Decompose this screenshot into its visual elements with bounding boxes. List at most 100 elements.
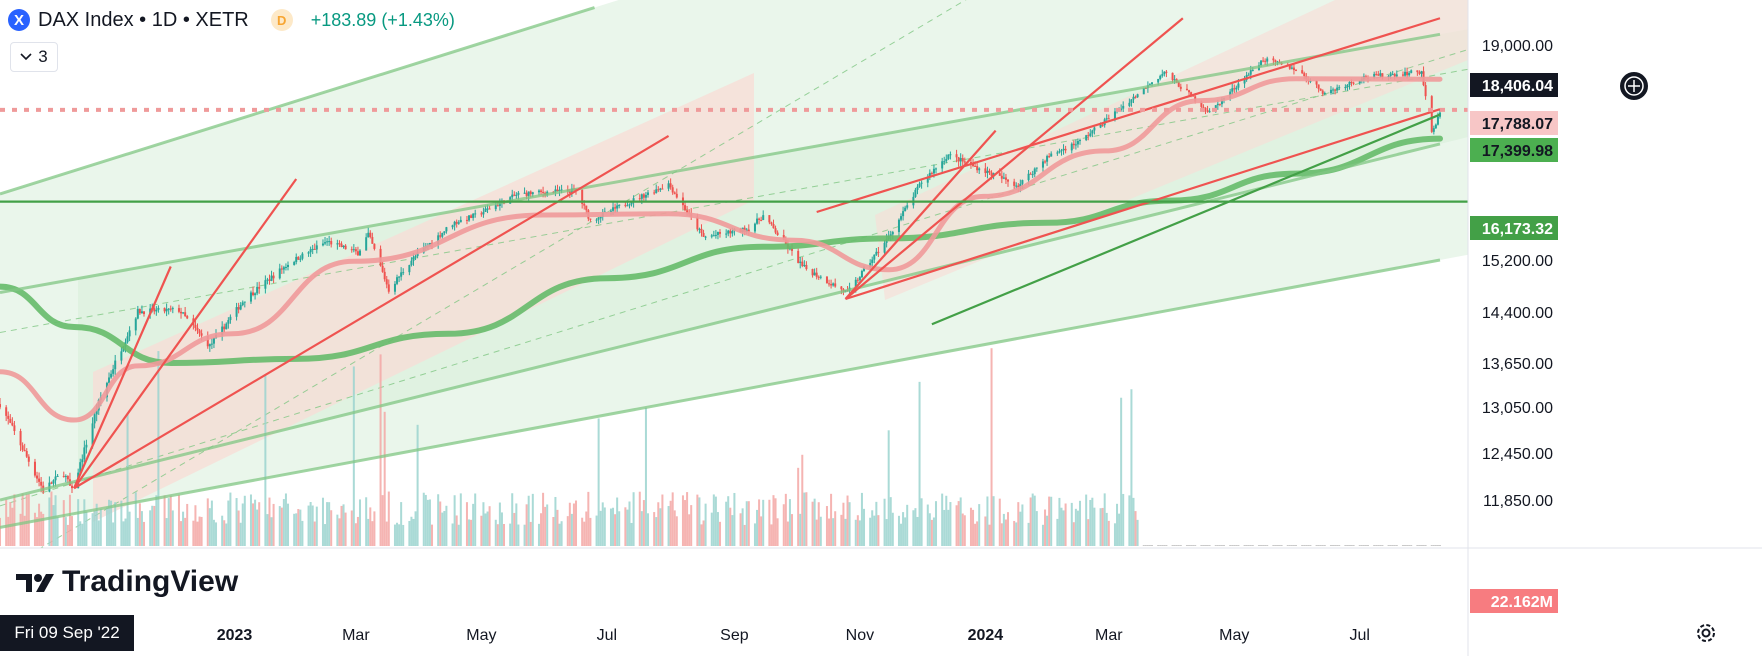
symbol-title[interactable]: DAX Index • 1D • XETR bbox=[38, 8, 249, 31]
volume-bar bbox=[70, 516, 74, 546]
volume-bar bbox=[805, 492, 808, 546]
candle-body bbox=[200, 333, 203, 336]
volume-bar bbox=[459, 493, 462, 546]
candle-body bbox=[972, 163, 975, 166]
tradingview-logo[interactable]: TradingView bbox=[14, 565, 238, 599]
tradingview-logo-text: TradingView bbox=[62, 565, 239, 598]
volume-bar bbox=[1260, 545, 1263, 546]
volume-bar bbox=[731, 515, 734, 546]
candle-body bbox=[1274, 60, 1277, 62]
y-tick-label: 13,050.00 bbox=[1482, 400, 1553, 417]
candle-body bbox=[381, 265, 384, 272]
volume-bar bbox=[655, 517, 658, 546]
volume-bar bbox=[587, 491, 590, 546]
volume-bar bbox=[426, 499, 429, 546]
volume-bar bbox=[883, 498, 886, 546]
volume-bar bbox=[681, 495, 684, 546]
candle-body bbox=[883, 242, 886, 253]
candle-body bbox=[805, 264, 808, 270]
candle-body bbox=[350, 249, 353, 251]
volume-bar bbox=[1120, 397, 1123, 546]
volume-bar bbox=[52, 505, 55, 546]
price-axis-label: 22.162M bbox=[1491, 594, 1553, 611]
x-tick-label: Mar bbox=[1095, 627, 1123, 644]
volume-bar bbox=[177, 494, 180, 546]
candle-body bbox=[770, 222, 773, 225]
candle-body bbox=[21, 445, 24, 450]
candle-body bbox=[1136, 94, 1139, 98]
candle-body bbox=[393, 283, 396, 292]
volume-bar bbox=[661, 494, 664, 546]
candle-body bbox=[223, 326, 226, 330]
candle-body bbox=[523, 192, 526, 194]
volume-bar bbox=[1389, 545, 1392, 546]
volume-bar bbox=[828, 518, 831, 546]
volume-bar bbox=[373, 511, 376, 546]
candle-body bbox=[1062, 148, 1065, 151]
candle-body bbox=[1348, 81, 1351, 85]
volume-bar bbox=[1130, 389, 1133, 546]
candle-body bbox=[704, 236, 707, 238]
chevron-down-icon bbox=[20, 53, 32, 61]
volume-bar bbox=[1364, 545, 1367, 546]
volume-bar bbox=[328, 502, 331, 546]
volume-bar bbox=[451, 523, 454, 546]
candle-body bbox=[618, 204, 621, 206]
chart-settings-gear-icon[interactable] bbox=[1694, 621, 1718, 645]
candle-body bbox=[762, 215, 765, 220]
candle-body bbox=[410, 260, 413, 266]
volume-bar bbox=[356, 516, 359, 546]
candle-body bbox=[1401, 74, 1404, 76]
volume-bar bbox=[941, 493, 944, 546]
candle-body bbox=[753, 223, 756, 232]
volume-bar bbox=[1288, 545, 1291, 546]
candle-body bbox=[531, 192, 534, 195]
candle-body bbox=[1206, 109, 1209, 112]
candle-body bbox=[373, 243, 376, 249]
candle-body bbox=[1163, 71, 1166, 75]
volume-bar bbox=[424, 494, 427, 546]
candle-body bbox=[208, 344, 211, 347]
candle-body bbox=[1050, 153, 1053, 157]
volume-bar bbox=[1387, 545, 1390, 546]
volume-bar bbox=[155, 495, 158, 546]
volume-bar bbox=[157, 351, 160, 546]
volume-bar bbox=[496, 524, 499, 546]
volume-bar bbox=[1159, 545, 1162, 546]
volume-bar bbox=[969, 507, 972, 546]
candle-body bbox=[445, 227, 448, 232]
add-alert-plus-icon[interactable] bbox=[1619, 71, 1649, 101]
indicators-toggle-button[interactable]: 3 bbox=[10, 42, 58, 72]
volume-bar bbox=[739, 513, 742, 546]
delayed-data-badge[interactable]: D bbox=[270, 9, 293, 31]
candle-body bbox=[1292, 67, 1295, 71]
volume-bar bbox=[597, 418, 600, 546]
volume-bar bbox=[963, 515, 966, 546]
volume-bar bbox=[321, 497, 324, 546]
candle-body bbox=[511, 194, 514, 198]
volume-bar bbox=[986, 496, 989, 546]
candle-body bbox=[860, 270, 863, 278]
candle-body bbox=[177, 308, 180, 312]
candle-body bbox=[498, 202, 501, 206]
candle-body bbox=[624, 204, 627, 206]
volume-bar bbox=[354, 523, 357, 546]
volume-bar bbox=[124, 518, 127, 546]
volume-bar bbox=[163, 495, 166, 546]
volume-bar bbox=[445, 505, 448, 546]
candle-body bbox=[862, 267, 866, 271]
candle-body bbox=[1200, 101, 1203, 107]
candle-body bbox=[83, 447, 86, 460]
volume-bar bbox=[926, 504, 929, 546]
candle-body bbox=[542, 191, 545, 193]
price-axis-label: 16,173.32 bbox=[1482, 221, 1553, 238]
volume-bar bbox=[772, 495, 775, 546]
price-axis-label-bg bbox=[1470, 111, 1558, 135]
candle-body bbox=[412, 256, 415, 261]
volume-bar bbox=[556, 509, 559, 546]
candle-body bbox=[1093, 127, 1096, 131]
volume-bar bbox=[338, 518, 341, 546]
volume-bar bbox=[268, 497, 271, 546]
volume-bar bbox=[1148, 545, 1151, 546]
